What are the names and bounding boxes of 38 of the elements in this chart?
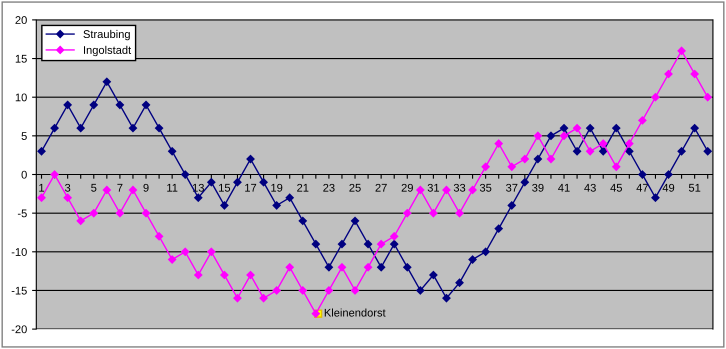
y-tick-label: 5: [22, 132, 27, 140]
annotation: Kleinendorst: [324, 308, 386, 317]
x-tick-label: 43: [584, 184, 596, 192]
x-tick-label: 47: [636, 184, 648, 192]
x-tick-label: 27: [376, 184, 387, 192]
y-tick-label: -20: [12, 325, 27, 334]
x-tick-label: 39: [532, 184, 544, 192]
x-tick-label: 37: [506, 184, 518, 192]
x-tick-label: 41: [558, 184, 570, 192]
x-tick-label: 3: [64, 184, 70, 192]
x-tick-label: 5: [91, 184, 96, 192]
x-tick-label: 49: [662, 184, 674, 192]
legend-label: Straubing: [83, 30, 130, 40]
x-tick-label: 35: [480, 184, 492, 192]
y-tick-label: -5: [18, 210, 27, 218]
y-tick-label: 10: [16, 93, 27, 102]
x-tick-label: 17: [245, 184, 256, 192]
x-tick-label: 9: [143, 184, 149, 192]
y-tick-label: 20: [15, 16, 27, 24]
y-tick-label: 0: [22, 170, 27, 179]
legend-label: Ingolstadt: [84, 46, 132, 56]
x-tick-label: 11: [167, 184, 178, 192]
x-tick-label: 23: [323, 184, 335, 192]
x-tick-label: 25: [349, 184, 361, 192]
x-tick-label: 29: [402, 184, 413, 192]
x-tick-label: 51: [688, 184, 700, 192]
y-tick-label: -10: [12, 248, 27, 256]
x-tick-label: 1: [39, 184, 44, 192]
y-tick-label: 15: [16, 54, 27, 63]
x-tick-label: 19: [271, 184, 282, 192]
y-tick-label: -15: [12, 286, 27, 295]
x-tick-label: 33: [454, 184, 466, 192]
x-tick-label: 13: [192, 184, 204, 192]
x-tick-label: 21: [297, 184, 308, 192]
x-tick-label: 15: [219, 184, 230, 192]
x-tick-label: 7: [117, 184, 122, 192]
x-tick-label: 31: [428, 184, 440, 192]
x-tick-label: 45: [610, 184, 622, 192]
